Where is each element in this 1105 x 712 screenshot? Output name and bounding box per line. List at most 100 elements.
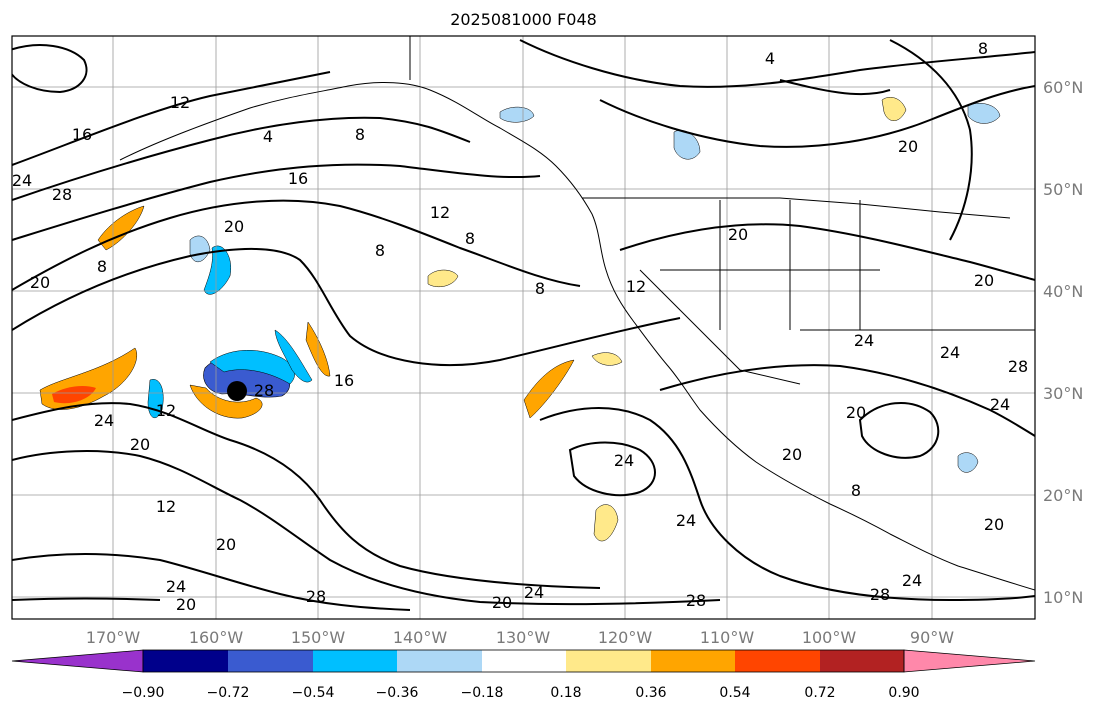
shade-negative-small-3 [967, 103, 1001, 124]
contour-label: 16 [334, 371, 354, 390]
map-plot-area [11, 35, 1036, 620]
contour-label: 20 [846, 403, 866, 422]
colorbar-segment [228, 650, 313, 672]
colorbar-tick-label: 0.54 [719, 685, 750, 701]
colorbar-tick-label: −0.36 [376, 685, 419, 701]
contour-label: 24 [524, 583, 544, 602]
colorbar-segment [651, 650, 735, 672]
lat-label-50n: 50°N [1043, 180, 1083, 199]
contour-label: 8 [465, 229, 475, 248]
contour-label: 28 [52, 185, 72, 204]
contour-label: 24 [166, 577, 186, 596]
contour-label: 16 [288, 169, 308, 188]
contour-label: 12 [156, 497, 176, 516]
graticule [12, 36, 1035, 619]
colorbar-tick-label: −0.18 [461, 685, 504, 701]
contour-label: 24 [990, 395, 1010, 414]
colorbar-segment [397, 650, 482, 672]
contour-label: 24 [854, 331, 874, 350]
contour-label: 28 [1008, 357, 1028, 376]
lat-label-20n: 20°N [1043, 486, 1083, 505]
contour-label: 20 [782, 445, 802, 464]
lon-label-160w: 160°W [189, 628, 244, 647]
contour-label: 20 [974, 271, 994, 290]
contour-label: 12 [430, 203, 450, 222]
contour-label: 24 [676, 511, 696, 530]
storm-center-marker [227, 381, 247, 401]
colorbar-extend-high [903, 649, 1036, 673]
contour-label: 24 [902, 571, 922, 590]
contour-label: 20 [176, 595, 196, 614]
contour-label: 8 [355, 125, 365, 144]
contour-label: 20 [492, 593, 512, 612]
colorbar-tick-label: −0.72 [207, 685, 250, 701]
lon-label-150w: 150°W [291, 628, 346, 647]
lon-label-140w: 140°W [393, 628, 448, 647]
contour-label: 24 [94, 411, 114, 430]
colorbar-tick-label: 0.72 [804, 685, 835, 701]
plot-background [12, 36, 1035, 619]
lat-label-40n: 40°N [1043, 282, 1083, 301]
longitude-labels: 170°W 160°W 150°W 140°W 130°W 120°W 110°… [86, 628, 954, 647]
contour-label: 20 [30, 273, 50, 292]
contour-label: 28 [254, 381, 274, 400]
contour-label: 28 [306, 587, 326, 606]
shade-negative-small-5 [957, 452, 979, 473]
colorbar-tick-label: 0.36 [635, 685, 666, 701]
contour-label: 20 [728, 225, 748, 244]
colorbar-segment [313, 650, 397, 672]
shade-positive-band-2 [523, 359, 575, 419]
contour-label: 28 [686, 591, 706, 610]
plot-frame [11, 35, 1036, 620]
shade-positive-west-core [52, 386, 96, 404]
lon-label-100w: 100°W [802, 628, 857, 647]
contour-lines [12, 39, 1035, 611]
contour-label: 20 [984, 515, 1004, 534]
contour-label: 8 [978, 39, 988, 58]
colorbar-segment [482, 650, 566, 672]
contour-label: 8 [375, 241, 385, 260]
lat-label-30n: 30°N [1043, 384, 1083, 403]
shade-negative-small-4 [499, 106, 535, 123]
colorbar-tick-label: −0.54 [292, 685, 335, 701]
colorbar-tick-label: 0.18 [550, 685, 581, 701]
contour-label: 24 [940, 343, 960, 362]
lon-label-130w: 130°W [496, 628, 551, 647]
colorbar: −0.90 −0.72 −0.54 −0.36 −0.18 0.18 0.36 … [11, 649, 1036, 701]
colorbar-tick-label: 0.90 [888, 685, 919, 701]
contour-label: 8 [535, 279, 545, 298]
contour-label: 20 [898, 137, 918, 156]
shaded-anomalies [39, 97, 1001, 542]
contour-label: 24 [12, 171, 32, 190]
coastlines [119, 36, 1035, 591]
contour-label: 4 [263, 127, 273, 146]
map-title: 2025081000 F048 [450, 10, 597, 29]
contour-label: 12 [156, 401, 176, 420]
contour-label: 20 [224, 217, 244, 236]
lon-label-170w: 170°W [86, 628, 141, 647]
colorbar-segment [143, 650, 228, 672]
contour-label: 20 [130, 435, 150, 454]
lon-label-90w: 90°W [910, 628, 954, 647]
lon-label-120w: 120°W [598, 628, 653, 647]
contour-label: 8 [97, 257, 107, 276]
contour-label: 4 [765, 49, 775, 68]
shade-positive-small-4 [593, 504, 619, 542]
contour-label: 16 [72, 125, 92, 144]
colorbar-tick-label: −0.90 [122, 685, 165, 701]
colorbar-frame [142, 649, 905, 673]
lat-label-60n: 60°N [1043, 78, 1083, 97]
contour-label: 12 [170, 93, 190, 112]
lon-label-110w: 110°W [700, 628, 755, 647]
colorbar-segment [566, 650, 651, 672]
shade-negative-band [274, 329, 313, 383]
shade-negative-small-6 [203, 245, 232, 295]
contour-label-layer: 4 8 8 12 16 16 16 20 20 24 28 4 12 8 8 8… [12, 39, 1028, 614]
shade-positive-small-2 [591, 352, 623, 366]
contour-label: 28 [870, 585, 890, 604]
contour-label: 24 [614, 451, 634, 470]
lat-label-10n: 10°N [1043, 588, 1083, 607]
colorbar-extend-low [11, 649, 144, 673]
contour-label: 12 [626, 277, 646, 296]
